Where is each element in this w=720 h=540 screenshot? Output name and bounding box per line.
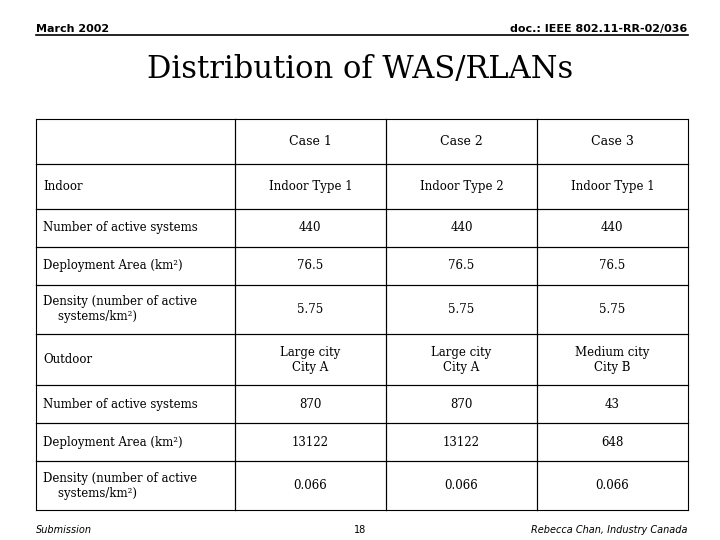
Text: Case 2: Case 2 (440, 135, 483, 148)
Text: Indoor Type 1: Indoor Type 1 (269, 180, 352, 193)
Text: Rebecca Chan, Industry Canada: Rebecca Chan, Industry Canada (531, 524, 688, 535)
Text: Distribution of WAS/RLANs: Distribution of WAS/RLANs (147, 54, 573, 85)
Text: Medium city
City B: Medium city City B (575, 346, 649, 374)
Text: Case 1: Case 1 (289, 135, 332, 148)
Text: 648: 648 (601, 436, 624, 449)
Text: Indoor: Indoor (43, 180, 83, 193)
Text: 870: 870 (299, 398, 322, 411)
Text: 76.5: 76.5 (449, 259, 474, 272)
Text: Large city
City A: Large city City A (280, 346, 341, 374)
Text: 18: 18 (354, 524, 366, 535)
Text: 13122: 13122 (443, 436, 480, 449)
Text: 43: 43 (605, 398, 620, 411)
Text: 0.066: 0.066 (445, 479, 478, 492)
Text: 76.5: 76.5 (599, 259, 626, 272)
Text: March 2002: March 2002 (36, 24, 109, 35)
Text: 440: 440 (601, 221, 624, 234)
Text: 0.066: 0.066 (595, 479, 629, 492)
Text: 5.75: 5.75 (297, 303, 323, 316)
Text: 0.066: 0.066 (294, 479, 327, 492)
Text: Number of active systems: Number of active systems (43, 398, 198, 411)
Text: Indoor Type 2: Indoor Type 2 (420, 180, 503, 193)
Text: Density (number of active
    systems/km²): Density (number of active systems/km²) (43, 471, 197, 500)
Text: 13122: 13122 (292, 436, 329, 449)
Text: 76.5: 76.5 (297, 259, 323, 272)
Text: Indoor Type 1: Indoor Type 1 (570, 180, 654, 193)
Text: Large city
City A: Large city City A (431, 346, 492, 374)
Text: Submission: Submission (36, 524, 92, 535)
Text: Density (number of active
    systems/km²): Density (number of active systems/km²) (43, 295, 197, 323)
Text: doc.: IEEE 802.11-RR-02/036: doc.: IEEE 802.11-RR-02/036 (510, 24, 688, 35)
Text: Deployment Area (km²): Deployment Area (km²) (43, 259, 183, 272)
Text: Case 3: Case 3 (591, 135, 634, 148)
Text: 870: 870 (450, 398, 473, 411)
Text: 440: 440 (299, 221, 322, 234)
Text: 5.75: 5.75 (599, 303, 626, 316)
Text: 5.75: 5.75 (449, 303, 474, 316)
Text: Number of active systems: Number of active systems (43, 221, 198, 234)
Text: 440: 440 (450, 221, 473, 234)
Text: Deployment Area (km²): Deployment Area (km²) (43, 436, 183, 449)
Text: Outdoor: Outdoor (43, 353, 92, 366)
